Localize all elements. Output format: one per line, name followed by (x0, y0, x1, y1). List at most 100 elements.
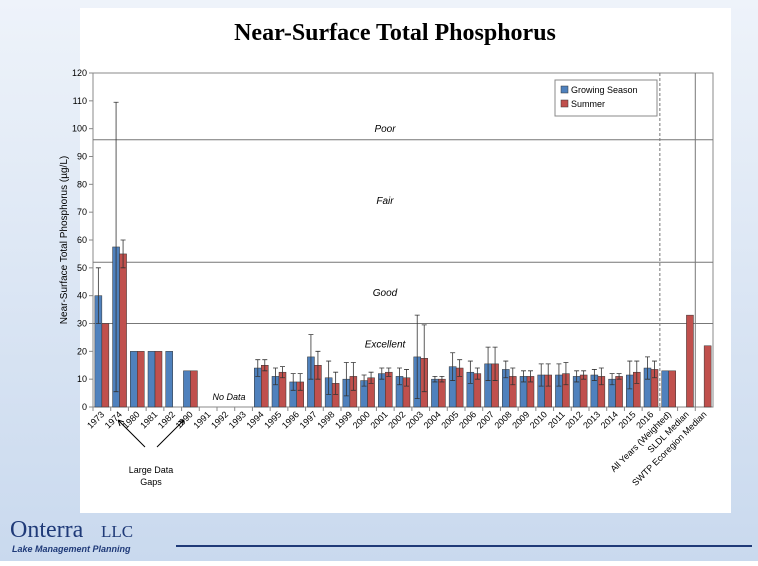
error-bar (503, 360, 509, 379)
y-tick-label: 0 (82, 402, 87, 412)
error-bar (450, 352, 456, 381)
bar (147, 351, 156, 408)
error-bar (397, 367, 402, 386)
error-bar (368, 371, 374, 384)
bar (661, 370, 669, 408)
y-tick-label: 40 (77, 291, 87, 301)
error-bar (609, 373, 615, 386)
legend-label: Summer (571, 99, 605, 109)
error-bar (343, 362, 349, 397)
y-tick-label: 100 (72, 124, 87, 134)
legend-label: Growing Season (571, 85, 638, 95)
error-bar (627, 360, 633, 390)
bar (686, 314, 694, 408)
error-bar (634, 360, 640, 384)
error-bar (280, 366, 285, 379)
bar (703, 345, 712, 408)
zone-label: Poor (374, 124, 396, 135)
y-axis-label: Near-Surface Total Phosphorus (µg/L) (59, 156, 70, 324)
gap-arrows (117, 419, 185, 448)
company-suffix: LLC (101, 522, 133, 541)
error-bar (262, 359, 268, 372)
zone-label: Good (373, 288, 398, 299)
error-bar (255, 359, 261, 377)
y-tick-label: 120 (72, 68, 87, 78)
y-tick-label: 30 (77, 319, 87, 329)
error-bar (645, 356, 650, 380)
error-bar (290, 373, 296, 391)
bar (431, 378, 439, 408)
legend-swatch (560, 85, 569, 94)
bar (137, 351, 145, 408)
bar (101, 323, 110, 408)
bar (183, 370, 191, 408)
error-bar (432, 375, 438, 383)
bar (165, 351, 173, 408)
y-tick-label: 60 (77, 235, 87, 245)
error-bar (439, 375, 445, 383)
error-bar (386, 367, 392, 377)
zone-label: Fair (376, 196, 394, 207)
error-bar (361, 374, 367, 387)
error-bar (545, 363, 551, 387)
error-bar (591, 369, 597, 381)
error-bar (652, 360, 657, 379)
error-bar (457, 359, 463, 377)
error-bar (333, 371, 339, 395)
bar (130, 351, 138, 408)
error-bar (616, 373, 622, 380)
company: Onterra (10, 517, 84, 543)
error-bar (492, 346, 498, 381)
bar (668, 370, 676, 408)
bar (119, 253, 127, 408)
legend-box (554, 79, 658, 117)
y-tick-label: 50 (77, 263, 87, 273)
annotation: No Data (212, 392, 245, 402)
bar (190, 370, 198, 408)
bar (615, 376, 623, 408)
bar (154, 351, 163, 408)
error-bar (467, 360, 473, 384)
error-bar (581, 370, 587, 380)
error-bar (421, 324, 427, 393)
y-tick-label: 20 (77, 346, 87, 356)
bar (385, 371, 393, 408)
error-bar (120, 239, 126, 269)
legend-swatch (560, 99, 569, 108)
y-tick-label: 70 (77, 207, 87, 217)
error-bar (350, 362, 356, 391)
y-tick-label: 110 (73, 96, 87, 106)
error-bar (326, 360, 332, 395)
zone-label: Excellent (365, 340, 407, 351)
error-bar (95, 267, 101, 324)
error-bar (474, 367, 480, 380)
error-bar (528, 370, 533, 383)
error-bar (308, 334, 314, 380)
arrow (117, 419, 146, 448)
error-bar (510, 367, 516, 386)
chart-title: Near-Surface Total Phosphorus (234, 20, 556, 46)
error-bar (315, 350, 321, 380)
tagline: Lake Management Planning (12, 544, 131, 554)
error-bar (113, 101, 119, 393)
error-bar (598, 367, 604, 386)
error-bar (563, 362, 569, 386)
annotation: Large Data (129, 465, 174, 475)
error-bar (273, 367, 278, 386)
bar (579, 374, 588, 408)
arrow (156, 419, 185, 448)
error-bar (297, 373, 303, 391)
y-tick-label: 10 (77, 374, 87, 384)
error-bar (379, 367, 385, 380)
y-tick-label: 90 (77, 152, 87, 162)
error-bar (574, 370, 580, 383)
error-bar (521, 370, 526, 383)
annotation: Gaps (140, 477, 162, 487)
error-bar (404, 369, 409, 387)
error-bar (414, 314, 420, 400)
bar (438, 378, 446, 408)
error-bar (485, 346, 491, 381)
error-bar (538, 363, 544, 387)
